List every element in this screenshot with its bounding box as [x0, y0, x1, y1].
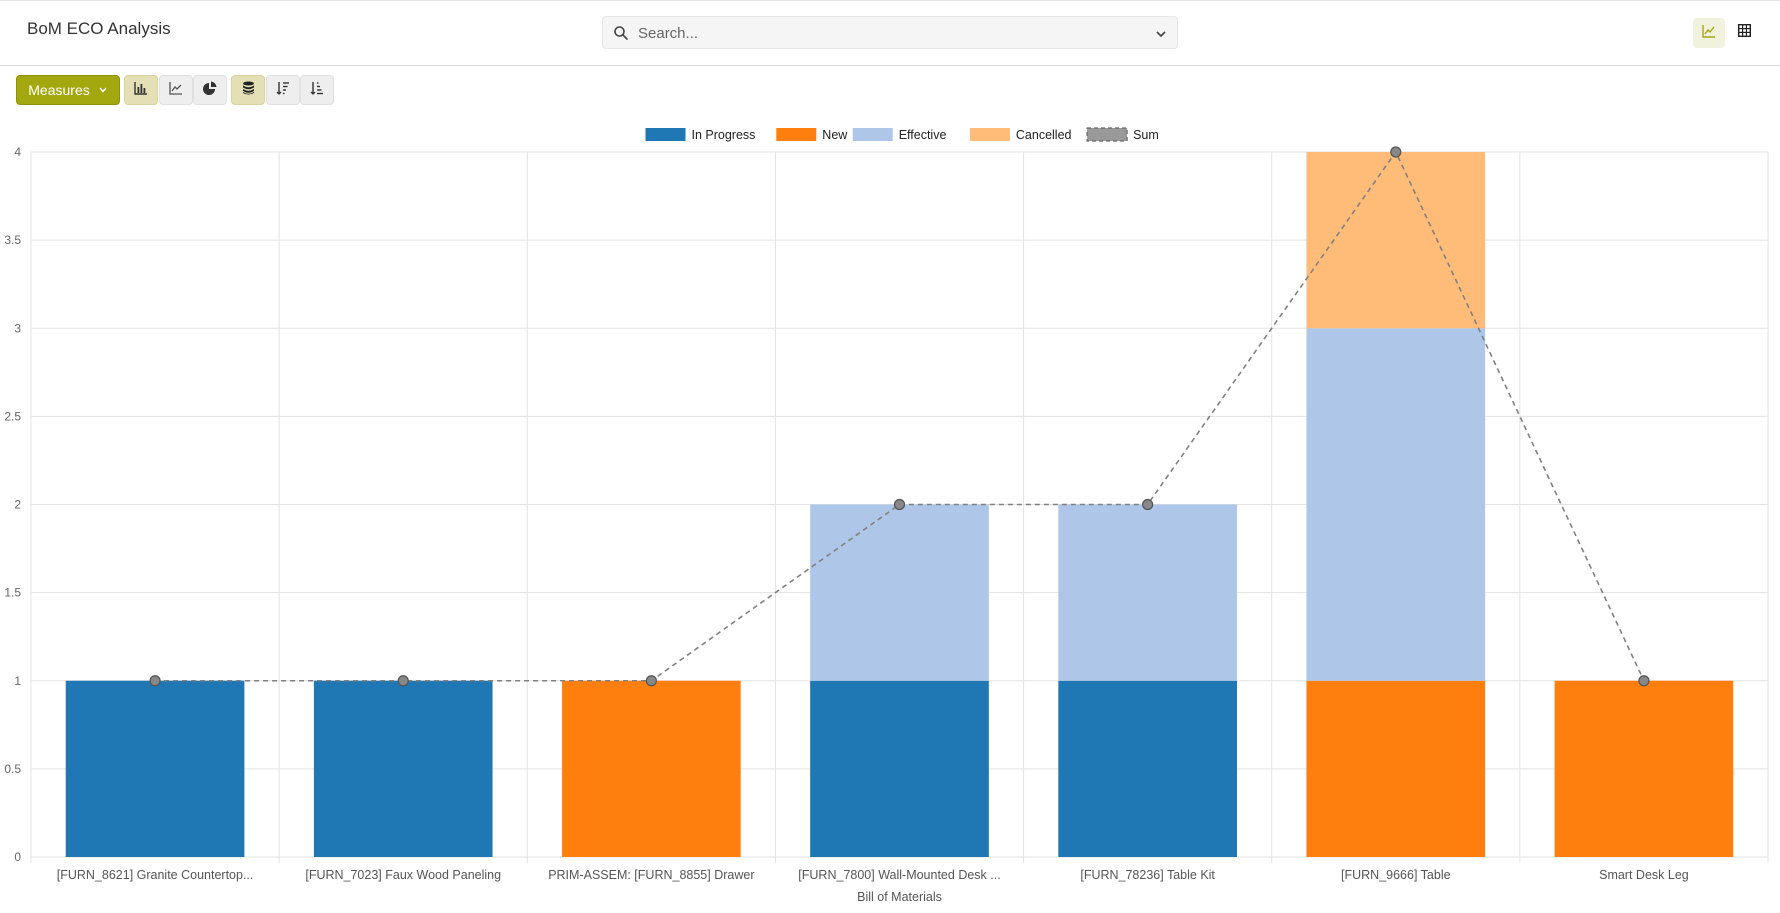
bar-segment	[1306, 680, 1486, 857]
legend-label: In Progress	[692, 128, 756, 142]
graph-view-button[interactable]	[1693, 18, 1725, 48]
sort-descending-button[interactable]	[266, 75, 300, 105]
bar-chart: 0 0.5 1 1.5 2 2.5 3 3.5 4 [FURN_8621] Granite Cou…	[4, 127, 1769, 904]
bar-segment	[1058, 680, 1237, 857]
legend-label: Sum	[1133, 128, 1159, 142]
sum-point	[1638, 675, 1650, 687]
stacked-button[interactable]	[231, 75, 265, 105]
x-tick-label: [FURN_7023] Faux Wood Paneling	[305, 868, 501, 882]
sum-point	[893, 498, 906, 511]
sum-point	[1390, 146, 1402, 158]
bar-segment	[810, 680, 989, 857]
pivot-view-button[interactable]	[1728, 18, 1760, 48]
bar-segment	[562, 680, 741, 857]
bar-segment	[1306, 328, 1486, 681]
x-tick-label: [FURN_7800] Wall-Mounted Desk ...	[798, 868, 1000, 882]
sum-point	[645, 675, 657, 687]
sum-point	[397, 675, 409, 687]
y-tick-label: 3.5	[4, 233, 21, 247]
measures-label: Measures	[28, 82, 90, 98]
pie-chart-button[interactable]	[193, 75, 227, 105]
sort-ascending-button[interactable]	[300, 75, 334, 105]
x-tick-label: [FURN_78236] Table Kit	[1080, 868, 1215, 882]
x-tick-label: Smart Desk Leg	[1599, 868, 1689, 882]
y-tick-label: 0.5	[4, 762, 21, 776]
legend-swatch	[645, 128, 686, 141]
bar-segment	[1306, 152, 1486, 329]
bar-chart-button[interactable]	[124, 75, 158, 105]
x-tick-label: [FURN_8621] Granite Countertop...	[57, 868, 254, 882]
graph-container: 0 0.5 1 1.5 2 2.5 3 3.5 4 [FURN_8621] Granite Cou…	[0, 118, 1780, 908]
sum-point	[1142, 498, 1154, 511]
search-bar[interactable]: Search...	[602, 16, 1178, 49]
legend-label: New	[822, 128, 848, 142]
sort-ascending-icon	[310, 81, 324, 100]
table-icon	[1737, 23, 1751, 42]
y-tick-label: 1	[14, 674, 21, 688]
sum-point	[149, 675, 161, 687]
pie-chart-icon	[203, 81, 217, 100]
legend-swatch	[969, 128, 1010, 141]
sort-descending-icon	[276, 81, 290, 100]
line-chart-button[interactable]	[159, 75, 193, 105]
y-tick-label: 3	[14, 321, 21, 335]
y-tick-label: 2.5	[4, 409, 21, 423]
line-chart-icon	[169, 81, 183, 100]
stacked-icon	[242, 81, 255, 100]
bar-chart-icon	[134, 81, 148, 100]
control-panel: BoM ECO Analysis Search...	[0, 0, 1780, 66]
y-tick-label: 0	[14, 850, 21, 864]
y-tick-label: 2	[14, 498, 21, 512]
bar-segment	[313, 680, 493, 857]
legend-label: Cancelled	[1016, 128, 1072, 142]
chevron-down-icon	[98, 82, 108, 98]
page-title: BoM ECO Analysis	[27, 19, 171, 38]
bar-segment	[1554, 680, 1734, 857]
legend-swatch	[852, 128, 893, 141]
bar-segment	[65, 680, 245, 857]
y-tick-label: 1.5	[4, 586, 21, 600]
x-tick-label: PRIM-ASSEM: [FURN_8855] Drawer	[548, 868, 754, 882]
legend-swatch	[1086, 127, 1128, 142]
search-icon	[613, 25, 629, 46]
bar-segment	[810, 504, 989, 681]
chevron-down-icon[interactable]	[1155, 27, 1167, 45]
line-chart-icon	[1702, 24, 1716, 43]
legend-label: Effective	[899, 128, 947, 142]
legend-swatch	[776, 128, 817, 141]
search-input[interactable]: Search...	[638, 25, 699, 42]
bar-segment	[1058, 504, 1237, 681]
y-tick-label: 4	[14, 145, 21, 159]
x-tick-label: [FURN_9666] Table	[1341, 868, 1451, 882]
x-axis-label: Bill of Materials	[857, 890, 942, 904]
graph-toolbar: Measures	[0, 66, 1780, 114]
measures-button[interactable]: Measures	[16, 75, 120, 105]
